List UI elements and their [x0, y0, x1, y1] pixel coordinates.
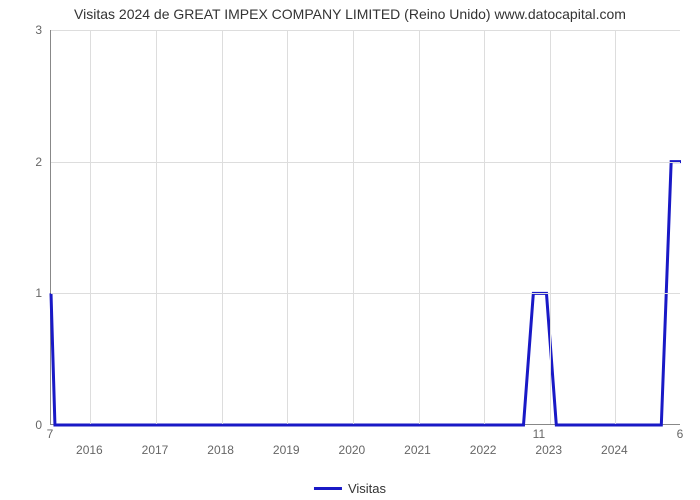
x-tick-label: 2024 — [601, 443, 628, 457]
grid-line-v — [419, 30, 420, 424]
visits-chart: Visitas 2024 de GREAT IMPEX COMPANY LIMI… — [0, 0, 700, 500]
legend-swatch — [314, 487, 342, 490]
x-tick-label: 2016 — [76, 443, 103, 457]
plot-area — [50, 30, 680, 425]
grid-line-v — [287, 30, 288, 424]
chart-title: Visitas 2024 de GREAT IMPEX COMPANY LIMI… — [0, 0, 700, 22]
grid-line-v — [353, 30, 354, 424]
legend: Visitas — [314, 481, 386, 496]
y-tick-label: 1 — [0, 286, 42, 300]
x-tick-label: 2022 — [470, 443, 497, 457]
y-tick-label: 3 — [0, 23, 42, 37]
grid-line-v — [156, 30, 157, 424]
legend-label: Visitas — [348, 481, 386, 496]
data-annotation: 6 — [677, 427, 684, 441]
y-tick-label: 2 — [0, 155, 42, 169]
grid-line-v — [484, 30, 485, 424]
data-annotation: 11 — [533, 427, 545, 441]
grid-line-v — [222, 30, 223, 424]
x-tick-label: 2017 — [142, 443, 169, 457]
data-annotation: 7 — [47, 427, 54, 441]
grid-line-h — [51, 162, 680, 163]
x-tick-label: 2021 — [404, 443, 431, 457]
x-tick-label: 2020 — [339, 443, 366, 457]
x-tick-label: 2019 — [273, 443, 300, 457]
x-tick-label: 2018 — [207, 443, 234, 457]
x-tick-label: 2023 — [535, 443, 562, 457]
line-series-layer — [51, 30, 681, 425]
grid-line-v — [90, 30, 91, 424]
grid-line-v — [615, 30, 616, 424]
grid-line-v — [550, 30, 551, 424]
y-tick-label: 0 — [0, 418, 42, 432]
grid-line-h — [51, 30, 680, 31]
grid-line-h — [51, 293, 680, 294]
